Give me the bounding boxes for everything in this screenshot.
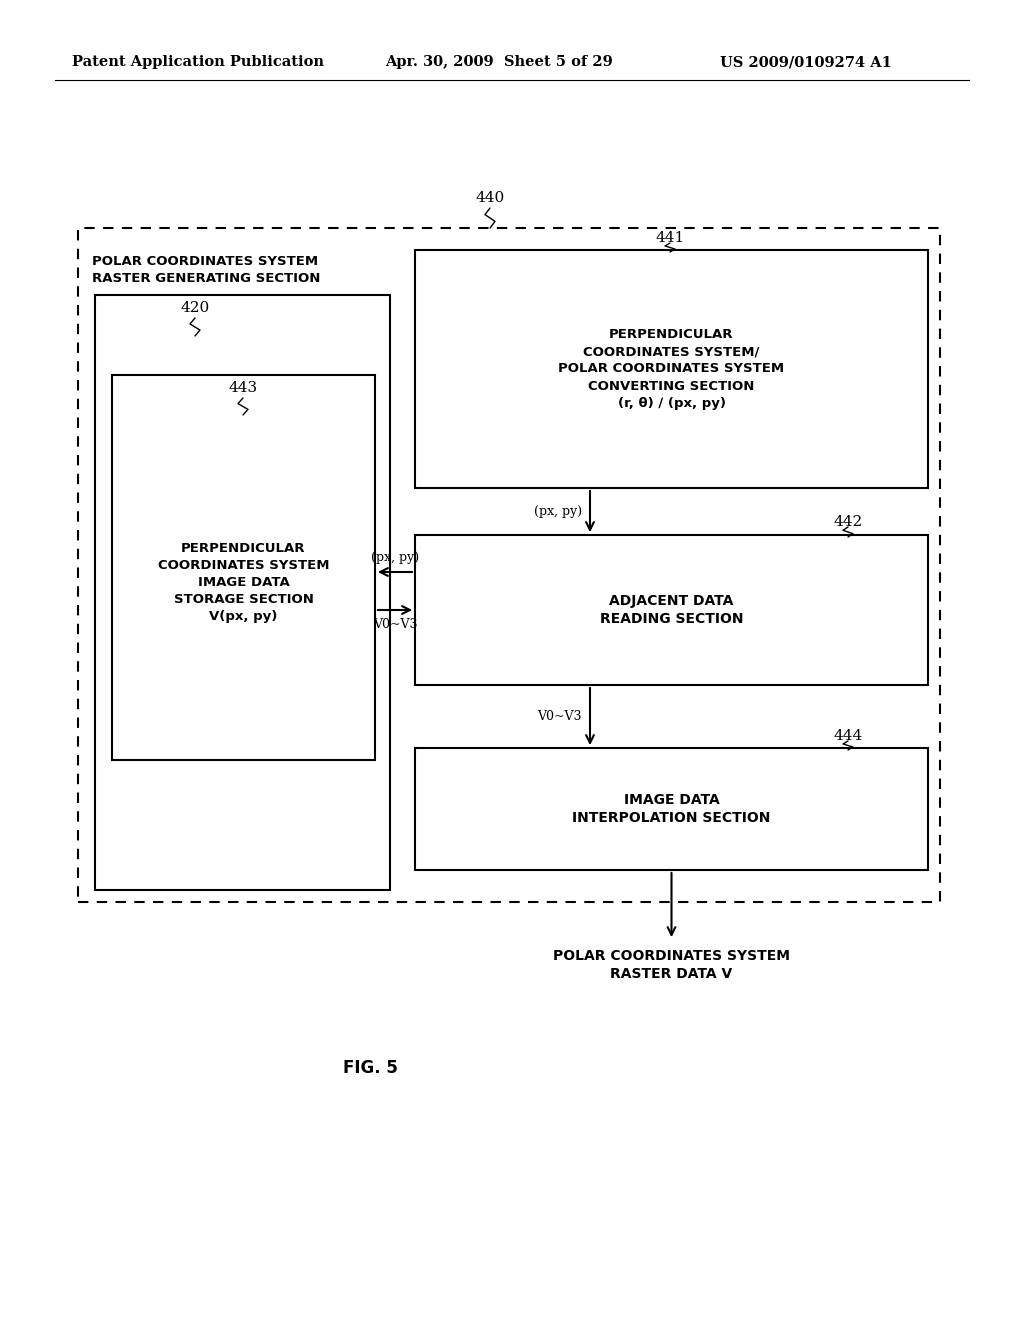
Bar — [95, 294, 390, 890]
Bar — [78, 228, 940, 902]
Text: V0~V3: V0~V3 — [373, 618, 417, 631]
Bar — [112, 375, 375, 760]
Bar — [415, 249, 928, 488]
Text: 440: 440 — [475, 191, 505, 205]
Text: 442: 442 — [834, 515, 862, 529]
Text: V0~V3: V0~V3 — [538, 710, 582, 723]
Text: 441: 441 — [655, 231, 685, 246]
Text: POLAR COORDINATES SYSTEM
RASTER GENERATING SECTION: POLAR COORDINATES SYSTEM RASTER GENERATI… — [92, 255, 321, 285]
Bar — [415, 748, 928, 870]
Text: ADJACENT DATA
READING SECTION: ADJACENT DATA READING SECTION — [600, 594, 743, 626]
Text: IMAGE DATA
INTERPOLATION SECTION: IMAGE DATA INTERPOLATION SECTION — [572, 793, 771, 825]
Text: (px, py): (px, py) — [371, 550, 419, 564]
Text: POLAR COORDINATES SYSTEM
RASTER DATA V: POLAR COORDINATES SYSTEM RASTER DATA V — [553, 949, 790, 981]
Text: FIG. 5: FIG. 5 — [343, 1059, 397, 1077]
Text: 443: 443 — [228, 381, 258, 395]
Text: PERPENDICULAR
COORDINATES SYSTEM
IMAGE DATA
STORAGE SECTION
V(px, py): PERPENDICULAR COORDINATES SYSTEM IMAGE D… — [158, 543, 330, 623]
Text: Apr. 30, 2009  Sheet 5 of 29: Apr. 30, 2009 Sheet 5 of 29 — [385, 55, 612, 69]
Text: 420: 420 — [180, 301, 210, 315]
Text: PERPENDICULAR
COORDINATES SYSTEM/
POLAR COORDINATES SYSTEM
CONVERTING SECTION
(r: PERPENDICULAR COORDINATES SYSTEM/ POLAR … — [558, 329, 784, 409]
Text: (px, py): (px, py) — [534, 506, 582, 517]
Text: US 2009/0109274 A1: US 2009/0109274 A1 — [720, 55, 892, 69]
Text: Patent Application Publication: Patent Application Publication — [72, 55, 324, 69]
Text: 444: 444 — [834, 729, 862, 743]
Bar — [415, 535, 928, 685]
